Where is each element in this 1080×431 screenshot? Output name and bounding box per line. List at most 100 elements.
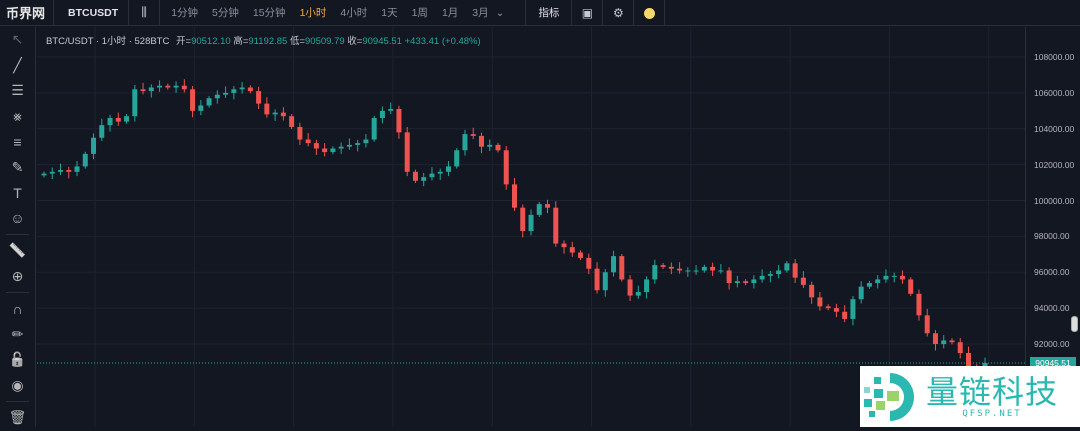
candle-body: [743, 281, 749, 284]
candle-body: [635, 292, 641, 296]
candle-body: [594, 268, 600, 291]
y-tick-label: 98000.00: [1034, 231, 1070, 242]
candle-body: [421, 177, 427, 181]
candle-body: [751, 279, 757, 284]
candle-body: [701, 266, 707, 271]
candle-body: [338, 146, 344, 149]
candle-body: [412, 171, 418, 181]
candle-body: [66, 170, 72, 172]
candle-body: [330, 148, 336, 153]
scroll-handle[interactable]: [1071, 316, 1078, 332]
close-value: 90945.51: [362, 36, 402, 47]
interval-2[interactable]: 15分钟: [252, 7, 286, 19]
candle-body: [148, 87, 154, 92]
candle-body: [569, 247, 575, 253]
candles-icon[interactable]: ⫼: [141, 5, 147, 19]
candle-body: [157, 85, 163, 88]
candle-body: [313, 143, 319, 149]
candle-body: [627, 279, 633, 296]
candle-body: [528, 214, 534, 232]
candle-body: [470, 134, 476, 136]
candle-body: [379, 110, 385, 118]
candle-body: [346, 144, 352, 147]
candle-body: [107, 117, 113, 126]
candle-body: [462, 134, 468, 151]
watermark-emblem-icon: [864, 372, 914, 421]
candle-body: [726, 270, 732, 284]
lock-drawing-icon[interactable]: ✏: [11, 325, 24, 342]
candle-body: [660, 265, 666, 267]
candle-body: [520, 207, 526, 232]
interval-8[interactable]: 3月: [472, 7, 489, 19]
candle-body: [165, 85, 171, 88]
ohlc-legend: BTC/USDT · 1小时 · 528BTC 开=90512.10 高=911…: [46, 36, 481, 47]
interval-1[interactable]: 5分钟: [212, 7, 239, 19]
zoom-in-icon[interactable]: ⊕: [11, 267, 24, 284]
candle-body: [206, 98, 212, 106]
candle-body: [454, 150, 460, 167]
y-tick-label: 92000.00: [1034, 339, 1070, 350]
candle-body: [371, 117, 377, 140]
interval-0[interactable]: 1分钟: [171, 7, 199, 19]
candle-body: [388, 109, 394, 111]
text-icon[interactable]: T: [13, 184, 22, 201]
interval-4[interactable]: 4小时: [340, 7, 368, 19]
candle-body: [710, 266, 716, 271]
candle-body: [297, 126, 303, 140]
candle-body: [644, 279, 650, 293]
candle-body: [677, 268, 683, 271]
theme-sun-icon[interactable]: [634, 6, 664, 20]
y-tick-label: 104000.00: [1034, 123, 1075, 134]
candle-body: [668, 266, 674, 269]
candle-body: [561, 243, 567, 248]
symbol-selector[interactable]: BTCUSDT: [68, 6, 119, 19]
cursor-icon[interactable]: ↖: [11, 31, 24, 48]
emoji-icon[interactable]: ☺: [10, 210, 25, 227]
interval-3[interactable]: 1小时: [299, 7, 327, 19]
candle-body: [272, 112, 278, 115]
magnet-icon[interactable]: ∩: [12, 300, 23, 317]
interval-7[interactable]: 1月: [441, 7, 459, 19]
candle-body: [767, 274, 773, 276]
candle-body: [586, 257, 592, 269]
candle-body: [858, 286, 864, 300]
candle-body: [759, 275, 765, 280]
candle-body: [611, 256, 617, 273]
candle-body: [842, 311, 848, 319]
candle-body: [495, 144, 501, 151]
camera-icon[interactable]: ▣: [581, 5, 594, 20]
candle-body: [693, 270, 699, 272]
lock-icon[interactable]: 🔓: [8, 351, 27, 368]
candle-body: [124, 116, 130, 122]
gear-icon[interactable]: ⚙: [613, 5, 624, 20]
fib-icon[interactable]: ≡: [13, 133, 22, 150]
candle-body: [429, 173, 435, 178]
candle-body: [924, 315, 930, 334]
candle-body: [487, 144, 493, 147]
ruler-icon[interactable]: 📏: [8, 242, 27, 259]
candle-body: [173, 85, 179, 88]
trend-line-icon[interactable]: ╱: [13, 56, 22, 73]
candle-body: [784, 263, 790, 271]
candle-body: [718, 270, 724, 272]
indicators-button[interactable]: 指标: [538, 7, 560, 19]
interval-dropdown-chevron-icon[interactable]: ⌄: [495, 6, 505, 19]
interval-5[interactable]: 1天: [381, 7, 398, 19]
y-tick-label: 108000.00: [1034, 52, 1075, 62]
candle-body: [536, 204, 542, 215]
candle-body: [396, 109, 402, 133]
candle-body: [181, 85, 187, 90]
eye-icon[interactable]: ◉: [11, 376, 24, 393]
horizontal-lines-icon[interactable]: ☰: [11, 82, 24, 99]
interval-6[interactable]: 1周: [411, 7, 428, 19]
brush-icon[interactable]: ✎: [11, 158, 24, 175]
candle-body: [280, 112, 286, 117]
price-axis[interactable]: [1025, 27, 1080, 427]
candle-body: [941, 340, 947, 345]
pattern-icon[interactable]: ⨳: [13, 107, 22, 124]
candle-body: [404, 132, 410, 172]
candle-body: [891, 275, 897, 277]
trash-icon[interactable]: 🗑: [8, 409, 27, 426]
candle-body: [932, 333, 938, 345]
